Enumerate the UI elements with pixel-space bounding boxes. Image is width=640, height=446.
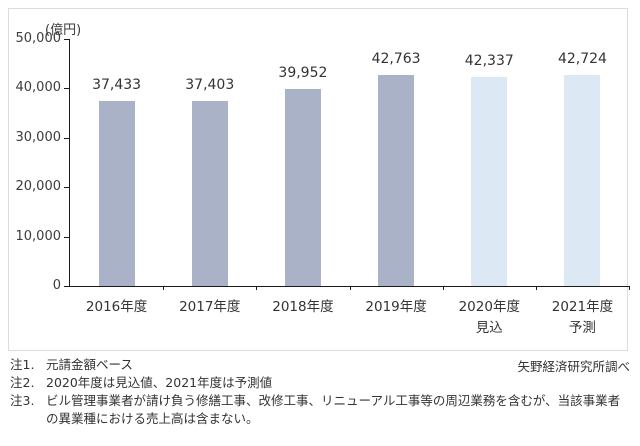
bar-value-label: 42,763: [371, 51, 421, 67]
x-tick-mark: [536, 286, 537, 290]
y-tick-mark: [64, 137, 69, 139]
x-tick-mark: [256, 286, 257, 290]
y-tick-mark: [64, 88, 69, 90]
x-category-label: 2016年度: [85, 299, 148, 315]
footnote-1-text: 元請金額ベース: [46, 357, 133, 372]
x-category-label: 2020年度 見込: [458, 299, 520, 336]
bar-2017年度: [191, 101, 228, 286]
y-tick-label: 50,000: [15, 31, 62, 46]
footnote-1: 注1. 元請金額ベース: [10, 356, 630, 374]
y-tick-mark: [64, 286, 69, 287]
x-tick-mark: [163, 286, 164, 290]
bar-value-label: 37,433: [92, 77, 142, 93]
bar-value-label: 42,724: [557, 51, 607, 67]
bar-2021年度: [564, 75, 601, 286]
bar-series: 37,433 2016年度 37,403 2017年度 39,952 2018年度 42,7…: [70, 39, 629, 336]
bar-column: 42,724 2021年度 予測: [536, 39, 629, 336]
bar-2018年度: [284, 89, 321, 286]
bar-column: 39,952 2018年度: [256, 39, 349, 315]
footnote-3-text: ビル管理事業者が請け負う修繕工事、改修工事、リニューアル工事等の周辺業務を含むが…: [46, 393, 621, 427]
bar-value-label: 42,337: [464, 53, 514, 69]
footnote-3: 注3. ビル管理事業者が請け負う修繕工事、改修工事、リニューアル工事等の周辺業務…: [10, 392, 630, 428]
y-tick-label: 40,000: [15, 80, 62, 96]
footnote-2-id: 注2.: [10, 375, 35, 391]
x-category-label: 2017年度: [179, 299, 241, 315]
y-tick-mark: [64, 39, 69, 40]
y-tick-label: 0: [52, 278, 61, 293]
y-tick-label: 20,000: [15, 179, 62, 195]
footnotes: 注1. 元請金額ベース 注2. 2020年度は見込値、2021年度は予測値 注3…: [10, 356, 630, 429]
footnote-2-text: 2020年度は見込値、2021年度は予測値: [46, 375, 273, 391]
bar-2020年度: [471, 77, 508, 286]
bar-value-label: 39,952: [278, 65, 328, 81]
plot-area: 37,433 2016年度 37,403 2017年度 39,952 2018年度 42,7…: [69, 39, 630, 336]
x-tick-mark: [443, 286, 444, 290]
x-category-label: 2019年度: [365, 299, 427, 315]
chart-frame: (億円) 0 10,000 20,000 30,000 40,000 50,000 37,…: [8, 8, 630, 351]
source-attribution: 矢野経済研究所調べ: [517, 359, 630, 374]
y-tick-mark: [64, 236, 69, 238]
bar-column: 42,337 2020年度 見込: [443, 39, 536, 336]
x-category-label: 2018年度: [272, 299, 334, 315]
y-tick-mark: [64, 187, 69, 189]
bar-column: 37,433 2016年度: [70, 39, 163, 315]
x-category-label: 2021年度 予測: [551, 299, 614, 336]
bar-column: 37,403 2017年度: [163, 39, 256, 315]
bar-value-label: 37,403: [185, 77, 235, 93]
bar-2016年度: [98, 101, 135, 286]
bar-column: 42,763 2019年度: [350, 39, 443, 315]
x-tick-mark: [350, 286, 351, 290]
bar-2019年度: [378, 75, 415, 286]
y-tick-label: 10,000: [15, 228, 62, 244]
y-axis-unit-label: (億円): [45, 23, 82, 38]
footnote-1-id: 注1.: [10, 357, 35, 372]
footnote-3-id: 注3.: [10, 393, 35, 409]
x-tick-mark: [629, 286, 630, 290]
footnote-2: 注2. 2020年度は見込値、2021年度は予測値: [10, 374, 630, 392]
y-tick-label: 30,000: [15, 129, 62, 145]
